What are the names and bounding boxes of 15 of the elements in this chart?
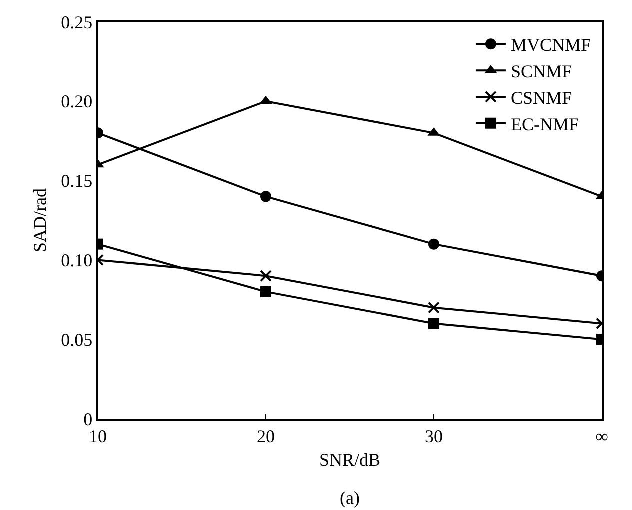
y-tick-label: 0.15 [61, 171, 93, 192]
y-tick-label: 0.25 [61, 12, 93, 32]
y-tick-label: 0.20 [61, 92, 93, 112]
legend-label: EC-NMF [510, 114, 579, 134]
y-tick-label: 0.10 [61, 250, 93, 270]
legend-label: SCNMF [510, 62, 572, 82]
legend-label: MVCNMF [510, 35, 591, 56]
x-axis-title: SNR/dB [319, 450, 381, 470]
legend-label: CSNMF [510, 88, 572, 108]
y-axis-title: SAD/rad [30, 188, 50, 252]
text: (a) [340, 488, 360, 508]
x-tick-label: 20 [257, 426, 275, 446]
x-tick-label: 30 [425, 426, 443, 446]
x-tick-label: ∞ [596, 426, 609, 446]
y-tick-label: 0.05 [61, 330, 93, 350]
